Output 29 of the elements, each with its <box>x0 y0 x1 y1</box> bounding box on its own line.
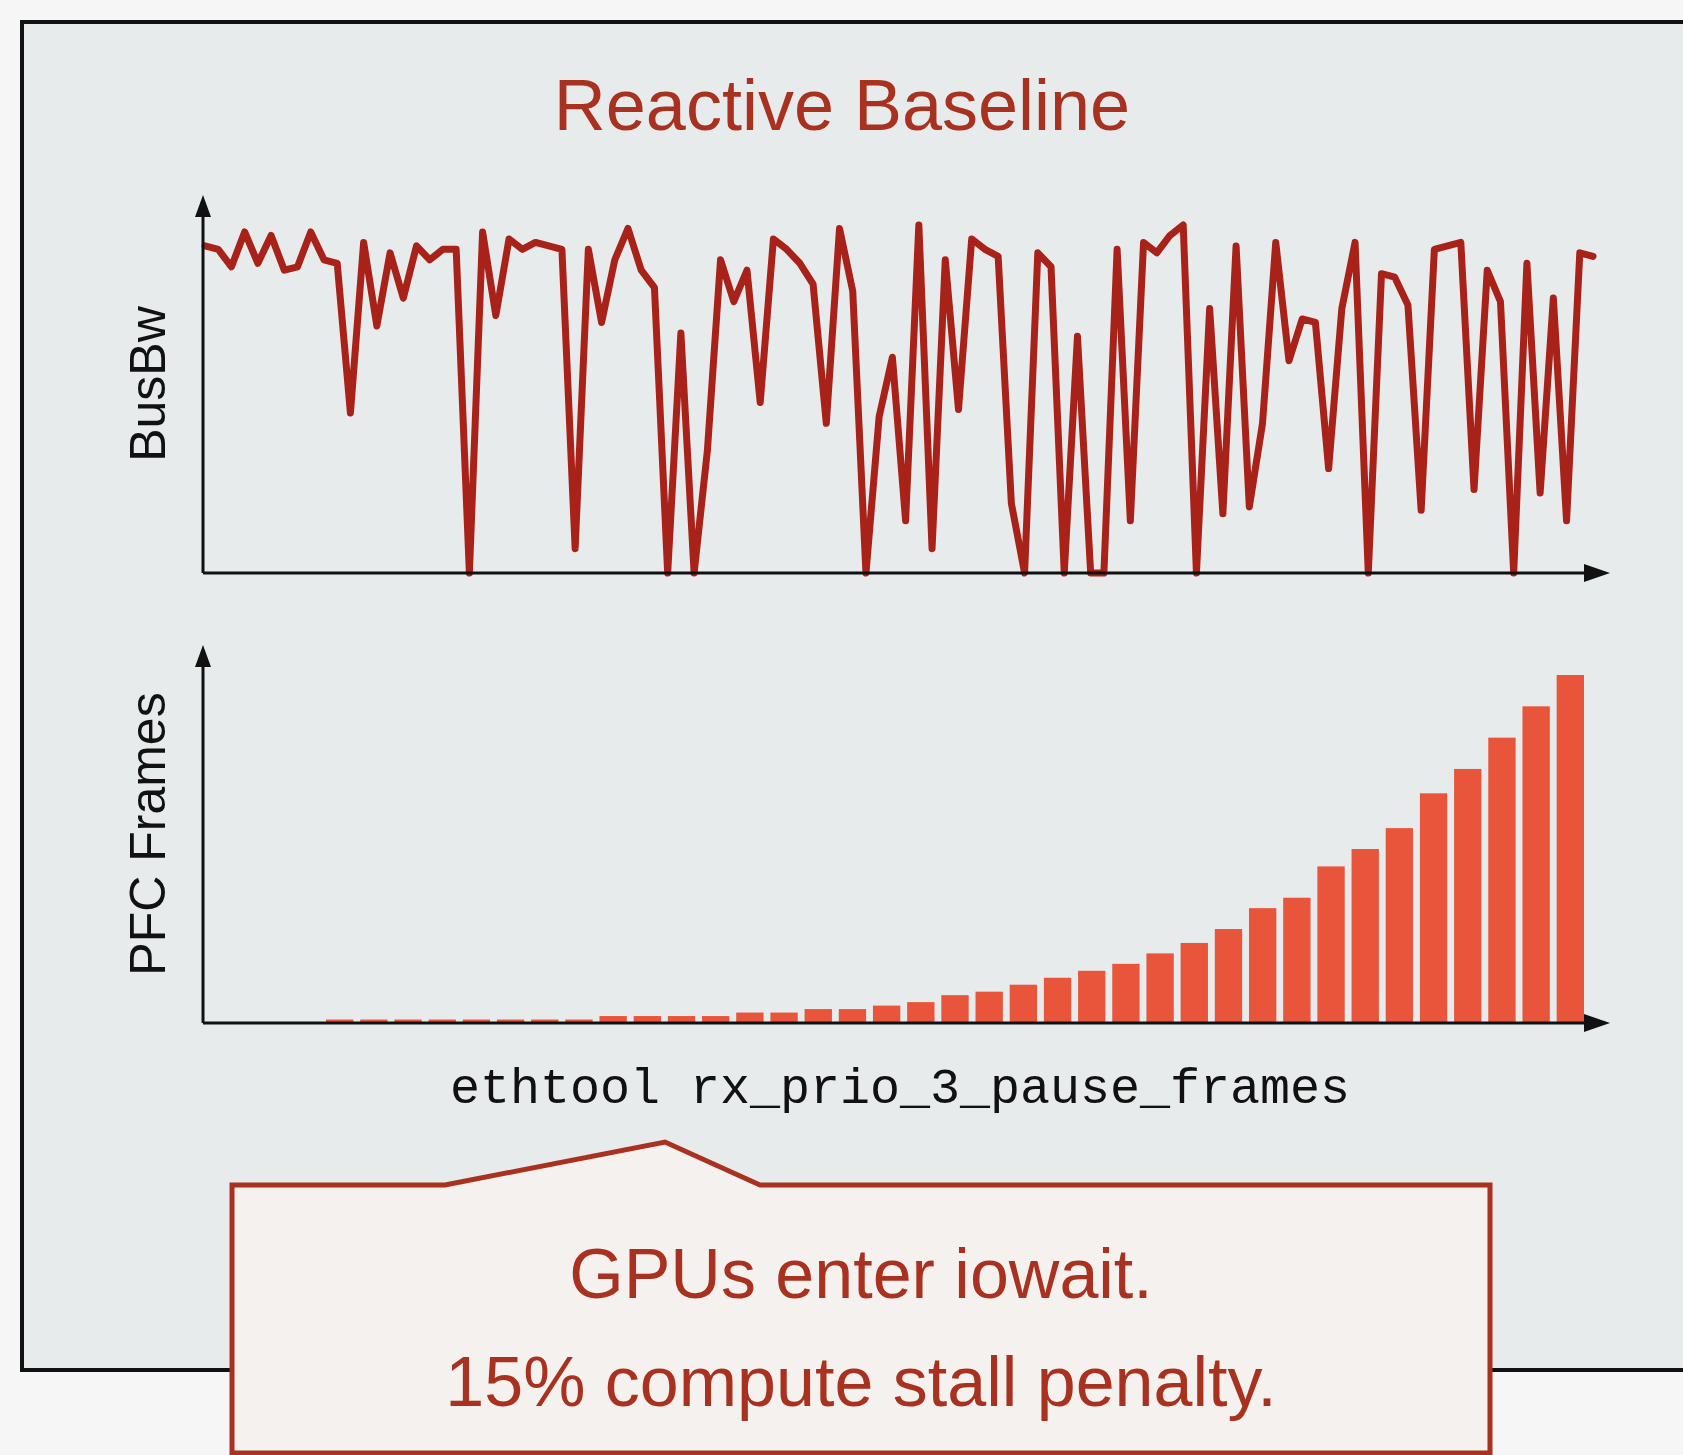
text: 15% compute stall penalty. <box>445 1343 1277 1421</box>
bar <box>1248 908 1277 1023</box>
bar <box>1385 828 1414 1023</box>
bar <box>1351 849 1379 1023</box>
bar <box>1556 675 1584 1023</box>
bar <box>1043 977 1072 1023</box>
bar <box>1522 706 1550 1023</box>
bar <box>1419 793 1448 1023</box>
bar <box>838 1009 867 1023</box>
bar <box>872 1005 901 1023</box>
bar <box>1454 768 1482 1023</box>
y-axis-title: BusBw <box>120 305 176 462</box>
bar <box>1112 963 1140 1023</box>
chart-title: Reactive Baseline <box>553 65 1131 145</box>
bar <box>1488 737 1516 1023</box>
bar <box>1009 984 1038 1023</box>
bar <box>907 1002 935 1023</box>
bar <box>1214 929 1243 1023</box>
bar <box>1317 866 1345 1023</box>
bar <box>1078 970 1106 1023</box>
bar <box>1180 942 1208 1023</box>
bar <box>804 1009 832 1023</box>
x-axis-title: ethtool rx_prio_3_pause_frames <box>449 1061 1351 1118</box>
bar <box>1146 953 1174 1023</box>
y-axis-title: PFC Frames <box>120 692 176 976</box>
text: GPUs enter iowait. <box>569 1235 1153 1313</box>
bar <box>941 995 969 1023</box>
bar <box>1283 897 1311 1023</box>
bar <box>975 991 1003 1023</box>
